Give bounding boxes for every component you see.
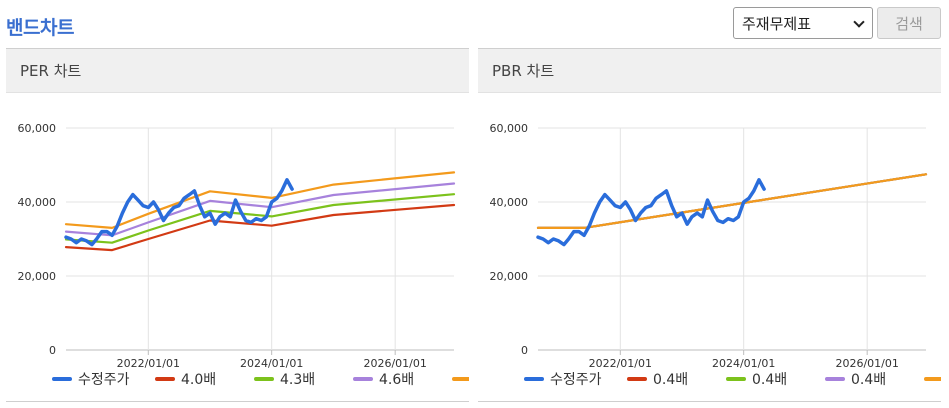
series-line-price (64, 178, 294, 247)
chevron-down-icon (854, 18, 864, 28)
x-tick-label: 2024/01/01 (240, 357, 303, 370)
legend-label: 수정주가 (550, 372, 602, 388)
x-tick-label: 2026/01/01 (835, 357, 898, 370)
series-line-price (536, 178, 766, 247)
legend-label: 4.6배 (379, 372, 414, 388)
y-tick-label: 0 (521, 344, 528, 357)
y-tick-label: 60,000 (18, 122, 57, 135)
y-tick-label: 20,000 (18, 270, 57, 283)
series-line-band (536, 173, 928, 229)
legend-label: 4.3배 (280, 372, 315, 388)
panel-divider (478, 401, 941, 402)
legend-label: 수정주가 (78, 372, 130, 388)
legend-item: 0.4배 (924, 377, 941, 381)
x-tick-label: 2026/01/01 (363, 357, 426, 370)
series-line-band (64, 193, 456, 244)
series-line-band (64, 171, 456, 229)
legend-label: 0.4배 (851, 372, 886, 388)
y-tick-label: 60,000 (490, 122, 529, 135)
x-tick-label: 2022/01/01 (117, 357, 180, 370)
statement-type-select[interactable]: 주재무제표 (733, 7, 873, 39)
x-tick-label: 2024/01/01 (712, 357, 775, 370)
per-chart: 0 20,000 40,000 60,000 2022/01/01 2024/01/01 2… (18, 122, 469, 388)
statement-type-value: 주재무제표 (742, 14, 812, 33)
legend-label: 4.0배 (181, 372, 216, 388)
page-title: 밴드차트 (6, 17, 74, 39)
series-line-band (64, 203, 456, 252)
x-tick-label: 2022/01/01 (589, 357, 652, 370)
legend-item: 4.0배 (155, 372, 216, 388)
y-tick-label: 20,000 (490, 270, 529, 283)
legend-item: 4.3배 (254, 372, 315, 388)
legend-item: 수정주가 (524, 372, 602, 388)
legend-label: 0.4배 (752, 372, 787, 388)
legend-item: 0.4배 (726, 372, 787, 388)
per-chart-panel: PER 차트 0 20,000 40,000 60,000 2022/01/01 2024… (6, 48, 469, 402)
y-tick-label: 40,000 (18, 196, 57, 209)
pbr-chart: 0 20,000 40,000 60,000 2022/01/01 2024/01/01 2… (490, 122, 941, 388)
legend-item: 수정주가 (52, 372, 130, 388)
per-chart-header: PER 차트 (6, 49, 469, 93)
y-tick-label: 0 (49, 344, 56, 357)
panel-divider (6, 401, 469, 402)
y-tick-label: 40,000 (490, 196, 529, 209)
search-button[interactable]: 검색 (877, 7, 941, 39)
legend-item: 4.9배 (452, 377, 469, 381)
pbr-chart-panel: PBR 차트 0 20,000 40,000 60,000 2022/01/01 2024… (478, 48, 941, 402)
legend-item: 0.4배 (825, 372, 886, 388)
pbr-chart-header: PBR 차트 (478, 49, 941, 93)
legend-item: 0.4배 (627, 372, 688, 388)
legend-item: 4.6배 (353, 372, 414, 388)
legend-label: 0.4배 (653, 372, 688, 388)
